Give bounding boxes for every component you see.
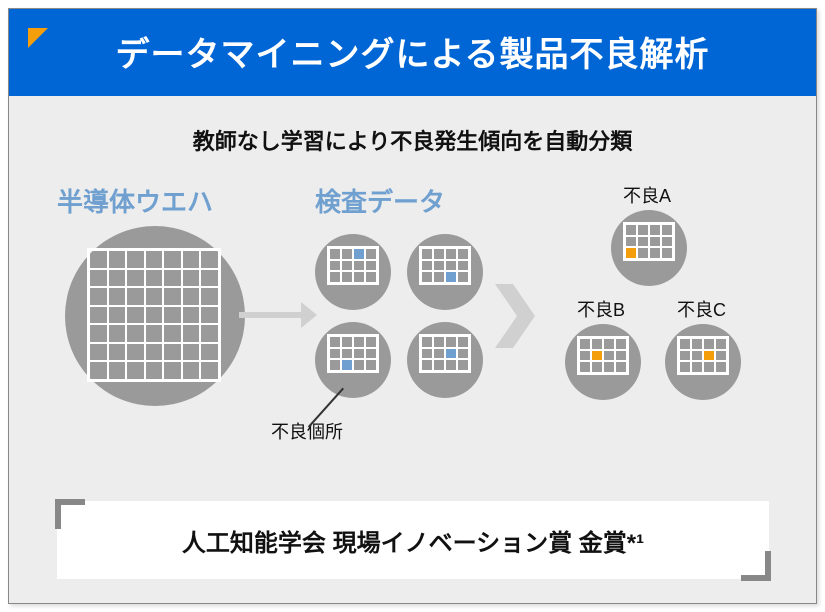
slide-frame: データマイニングによる製品不良解析 教師なし学習により不良発生傾向を自動分類 半… xyxy=(8,8,817,604)
award-corner-tl xyxy=(55,499,85,529)
wafer-grid xyxy=(87,248,221,382)
diagram-area: 半導体ウエハ 検査データ 不良個所 不良A 不良B 不良C xyxy=(9,174,816,454)
inspection-grid-3 xyxy=(419,334,471,373)
award-text: 人工知能学会 現場イノベーション賞 金賞*¹ xyxy=(182,523,644,558)
defect-class-label-2: 不良C xyxy=(677,296,726,322)
classified-grid-2 xyxy=(677,336,729,375)
arrow-wafer-to-inspection xyxy=(239,312,301,318)
label-wafer: 半導体ウエハ xyxy=(57,182,213,219)
defect-class-label-1: 不良B xyxy=(577,296,625,322)
classified-grid-0 xyxy=(623,222,675,261)
slide-title: データマイニングによる製品不良解析 xyxy=(9,9,816,96)
arrow-head-icon xyxy=(301,302,317,328)
inspection-grid-1 xyxy=(419,246,471,285)
slide-subtitle: 教師なし学習により不良発生傾向を自動分類 xyxy=(9,124,816,156)
award-corner-br xyxy=(741,551,771,581)
inspection-grid-2 xyxy=(327,334,379,373)
award-box: 人工知能学会 現場イノベーション賞 金賞*¹ xyxy=(57,501,769,579)
chevron-arrow-icon xyxy=(495,284,539,348)
inspection-grid-0 xyxy=(327,246,379,285)
defect-class-label-0: 不良A xyxy=(623,182,671,208)
label-inspection: 検査データ xyxy=(315,182,445,219)
classified-grid-1 xyxy=(577,336,629,375)
corner-accent xyxy=(9,9,29,29)
label-defect-location: 不良個所 xyxy=(271,418,343,444)
